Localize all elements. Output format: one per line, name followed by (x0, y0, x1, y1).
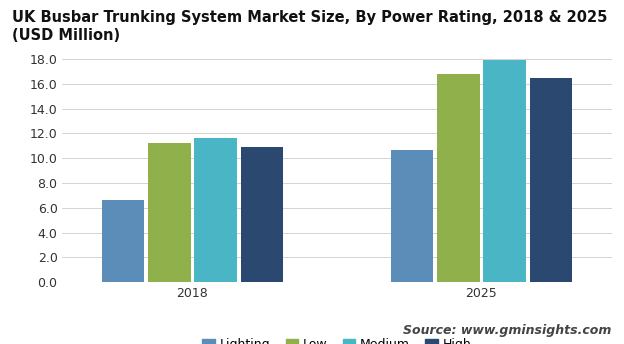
Bar (240, 147, 283, 282)
Bar (391, 150, 434, 282)
Bar (194, 138, 237, 282)
Bar (530, 78, 572, 282)
Bar (148, 143, 190, 282)
Bar (484, 61, 526, 282)
Legend: Lighting, Low, Medium, High: Lighting, Low, Medium, High (197, 333, 477, 344)
Text: UK Busbar Trunking System Market Size, By Power Rating, 2018 & 2025 (USD Million: UK Busbar Trunking System Market Size, B… (12, 10, 608, 43)
Text: Source: www.gminsights.com: Source: www.gminsights.com (403, 324, 612, 336)
Bar (102, 200, 144, 282)
Bar (437, 74, 480, 282)
